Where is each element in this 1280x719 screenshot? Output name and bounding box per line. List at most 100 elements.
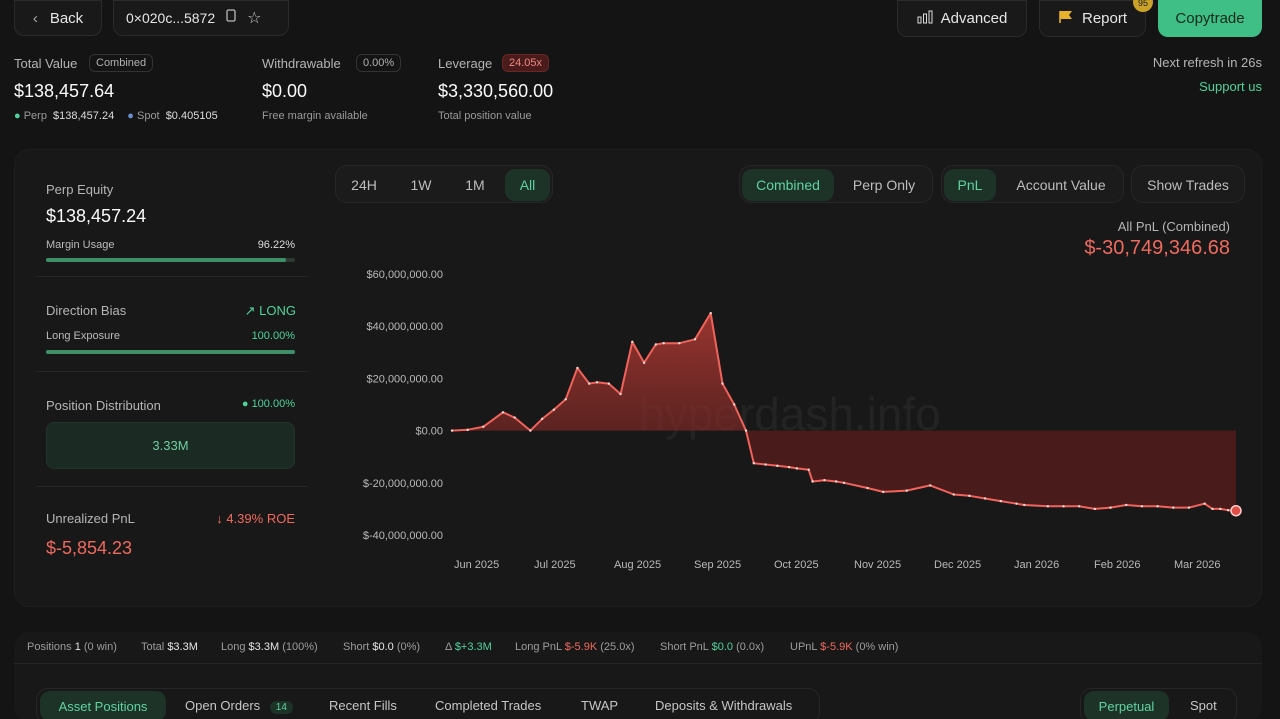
copy-icon[interactable] — [225, 9, 237, 27]
y-tick-label: $60,000,000.00 — [367, 269, 443, 281]
data-point — [795, 467, 799, 470]
stat-delta: Δ $+3.3M — [445, 641, 492, 653]
data-point — [1211, 507, 1214, 511]
tab-1w[interactable]: 1W — [410, 177, 432, 193]
long-pnl-sub: (25.0x) — [600, 641, 635, 653]
position-distribution-bar[interactable]: 3.33M — [46, 422, 295, 469]
data-point — [752, 462, 756, 465]
tab-account-value[interactable]: Account Value — [1016, 177, 1106, 193]
open-orders-count: 14 — [269, 701, 293, 714]
tab-asset-positions[interactable]: Asset Positions — [40, 691, 166, 719]
positions-panel — [14, 632, 1262, 719]
data-point — [834, 480, 838, 483]
show-trades-button[interactable] — [1131, 165, 1245, 203]
pnl-area-negative — [746, 430, 1236, 511]
tab-twap[interactable]: TWAP — [581, 698, 619, 713]
report-label: Report — [1081, 10, 1128, 27]
long-pnl-value: $-5.9K — [564, 641, 598, 653]
tab-pnl[interactable]: PnL — [944, 169, 996, 201]
upnl-label: UPnL — [790, 641, 818, 653]
data-point — [619, 392, 622, 396]
flag-icon — [1058, 10, 1074, 28]
perp-label: Perp — [23, 110, 47, 122]
wallet-address: 0×020c...5872 — [126, 10, 216, 26]
tab-completed-trades[interactable]: Completed Trades — [435, 698, 542, 713]
data-point — [1093, 507, 1097, 511]
x-tick-label: Nov 2025 — [854, 559, 901, 571]
x-tick-label: Oct 2025 — [774, 559, 819, 571]
data-point — [1125, 503, 1128, 507]
tab-perpetual[interactable]: Perpetual — [1084, 691, 1169, 719]
tab-perp-only[interactable]: Perp Only — [852, 177, 916, 193]
leverage-pill: 24.05x — [502, 54, 550, 72]
data-point — [1046, 505, 1050, 508]
data-point — [744, 429, 748, 432]
x-tick-label: Dec 2025 — [934, 559, 981, 571]
data-point — [693, 338, 697, 341]
tab-24h[interactable]: 24H — [351, 177, 377, 193]
report-button[interactable]: Report — [1039, 0, 1146, 37]
unrealized-roe: ↓ 4.39% ROE — [216, 511, 295, 526]
tab-combined[interactable]: Combined — [742, 169, 834, 201]
support-link[interactable]: Support us — [1199, 79, 1262, 94]
star-icon[interactable]: ☆ — [247, 10, 262, 27]
chart-total-value: $-30,749,346.68 — [1084, 237, 1230, 259]
x-tick-label: Feb 2026 — [1094, 559, 1140, 571]
x-tick-label: Jun 2025 — [454, 559, 499, 571]
data-point — [576, 366, 579, 370]
copytrade-button[interactable]: Copytrade — [1158, 0, 1262, 37]
pnl-chart[interactable]: $60,000,000.00 $40,000,000.00 $20,000,000.… — [330, 255, 1255, 585]
withdrawable-sub: Free margin available — [262, 110, 368, 122]
y-tick-label: $20,000,000.00 — [367, 373, 443, 385]
data-point — [842, 481, 846, 484]
short-label: Short — [343, 641, 370, 653]
data-point — [1203, 502, 1206, 505]
data-point — [588, 382, 591, 385]
data-point — [983, 497, 987, 500]
bar-chart-icon — [917, 10, 933, 28]
position-distribution-label: Position Distribution — [46, 398, 161, 413]
data-point — [631, 340, 634, 344]
unrealized-pnl-label: Unrealized PnL — [46, 511, 135, 526]
data-point — [529, 429, 532, 432]
tab-open-orders[interactable]: Open Orders 14 — [185, 698, 293, 714]
long-exposure-bar-fill — [46, 350, 295, 354]
x-tick-label: Jan 2026 — [1014, 559, 1059, 571]
total-value-pill: Combined — [89, 54, 154, 72]
positions-label: Positions — [27, 641, 72, 653]
short-sub: (0%) — [396, 641, 421, 653]
advanced-button[interactable]: Advanced — [897, 0, 1027, 37]
address-box: 0×020c...5872 ☆ — [113, 0, 289, 36]
data-point — [1187, 506, 1191, 509]
back-button[interactable]: ‹ Back — [14, 0, 102, 36]
data-point — [501, 411, 505, 414]
tab-all[interactable]: All — [505, 169, 550, 201]
data-point — [776, 464, 779, 468]
margin-usage-label: Margin Usage — [46, 239, 115, 251]
stat-short-pnl: Short PnL $0.0 (0.0x) — [660, 641, 764, 653]
long-exposure-value: 100.00% — [251, 330, 295, 342]
tab-1m[interactable]: 1M — [465, 177, 485, 193]
data-point — [1023, 503, 1026, 507]
open-orders-label: Open Orders — [185, 698, 261, 713]
withdrawable-value: $0.00 — [262, 81, 308, 101]
positions-value: 1 — [74, 641, 81, 653]
margin-usage-value: 96.22% — [257, 239, 295, 251]
tab-recent-fills[interactable]: Recent Fills — [329, 698, 397, 713]
long-value: $3.3M — [248, 641, 280, 653]
divider — [36, 486, 308, 487]
data-point — [552, 408, 556, 411]
data-point — [1172, 506, 1175, 509]
current-point[interactable] — [1230, 504, 1242, 517]
data-point — [607, 382, 610, 385]
data-point — [811, 480, 814, 483]
tab-spot[interactable]: Spot — [1190, 698, 1217, 713]
data-point — [952, 493, 955, 496]
tab-deposits-withdrawals[interactable]: Deposits & Withdrawals — [655, 698, 793, 713]
data-point — [1078, 505, 1081, 508]
perp-equity-value: $138,457.24 — [46, 206, 147, 226]
spot-value: $0.405105 — [165, 110, 218, 122]
report-badge: 95 — [1133, 0, 1153, 12]
stat-upnl: UPnL $-5.9K (0% win) — [790, 641, 898, 653]
perp-spot-breakdown: ● Perp $138,457.24 ● Spot $0.405105 — [14, 110, 218, 122]
